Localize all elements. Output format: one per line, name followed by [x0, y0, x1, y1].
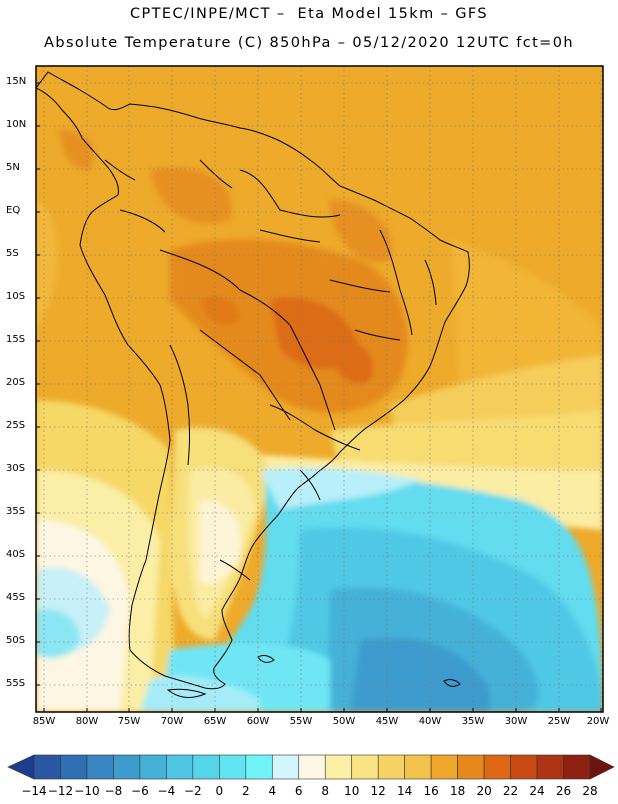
colorbar-label: 0 [215, 784, 224, 798]
colorbar-label: −6 [131, 784, 149, 798]
lon-label-20w: 20W [586, 716, 610, 727]
lon-label-25w: 25W [547, 716, 571, 727]
colorbar-arrow-high [589, 754, 615, 780]
colorbar-label: 24 [529, 784, 545, 798]
lon-label-65w: 65W [203, 716, 227, 727]
lon-label-45w: 45W [375, 716, 399, 727]
lat-label-15n: 15N [6, 76, 27, 87]
lon-label-75w: 75W [117, 716, 141, 727]
map-title-line2: Absolute Temperature (C) 850hPa – 05/12/… [44, 35, 574, 51]
colorbar-label: 18 [449, 784, 466, 798]
colorbar-label: 4 [268, 784, 277, 798]
lat-label-45s: 45S [6, 592, 26, 603]
colorbar-arrow-low [7, 754, 35, 780]
colorbar-swatch [563, 754, 591, 780]
colorbar-label: 2 [241, 784, 250, 798]
colorbar-label: 20 [476, 784, 492, 798]
lat-label-10n: 10N [6, 119, 27, 130]
colorbar-swatch [245, 754, 273, 780]
lon-label-85w: 85W [32, 716, 56, 727]
colorbar-swatch [219, 754, 247, 780]
lat-label-15s: 15S [6, 334, 26, 345]
colorbar-swatch [60, 754, 88, 780]
colorbar-label: 12 [370, 784, 386, 798]
colorbar-swatch [457, 754, 485, 780]
map-frame [35, 65, 604, 713]
lon-label-40w: 40W [418, 716, 442, 727]
colorbar-swatch [377, 754, 405, 780]
lat-label-30s: 30S [6, 463, 26, 474]
lat-label-25s: 25S [6, 420, 26, 431]
colorbar-label: 8 [321, 784, 330, 798]
lon-label-70w: 70W [160, 716, 184, 727]
lat-label-50s: 50S [6, 635, 26, 646]
lat-label-40s: 40S [6, 549, 26, 560]
colorbar-swatch [86, 754, 114, 780]
colorbar-label: −14 [21, 784, 47, 798]
colorbar-label: 22 [502, 784, 519, 798]
colorbar-swatch [536, 754, 564, 780]
colorbar-label: 28 [582, 784, 598, 798]
lat-label-10s: 10S [6, 291, 26, 302]
lat-label-5n: 5N [6, 162, 20, 173]
colorbar-swatch [404, 754, 432, 780]
colorbar-label: −10 [74, 784, 100, 798]
colorbar-label: 10 [344, 784, 360, 798]
lon-label-60w: 60W [246, 716, 270, 727]
colorbar-swatch [166, 754, 194, 780]
lat-label-eq: EQ [6, 205, 21, 216]
lon-label-35w: 35W [461, 716, 485, 727]
lon-label-30w: 30W [504, 716, 528, 727]
colorbar-label: −12 [47, 784, 74, 798]
colorbar-label: −2 [183, 784, 202, 798]
colorbar-label: 16 [423, 784, 439, 798]
lat-label-35s: 35S [6, 506, 26, 517]
colorbar-swatch [483, 754, 511, 780]
lat-label-5s: 5S [6, 248, 19, 259]
lon-label-80w: 80W [75, 716, 99, 727]
colorbar-label: 14 [397, 784, 413, 798]
colorbar-swatch [113, 754, 141, 780]
map-title-line1: CPTEC/INPE/MCT – Eta Model 15km – GFS [129, 6, 489, 22]
colorbar-label: −8 [104, 784, 123, 798]
colorbar-swatch [324, 754, 353, 780]
temperature-field [36, 66, 603, 712]
lon-label-50w: 50W [332, 716, 356, 727]
colorbar [7, 754, 615, 780]
colorbar-swatch [510, 754, 538, 780]
lon-label-55w: 55W [289, 716, 313, 727]
colorbar-swatch [271, 754, 300, 780]
colorbar-swatch [351, 754, 379, 780]
colorbar-label: −4 [157, 784, 176, 798]
lat-label-55s: 55S [6, 678, 26, 689]
colorbar-label: 6 [294, 784, 303, 798]
colorbar-swatch [192, 754, 220, 780]
lat-label-20s: 20S [6, 377, 26, 388]
colorbar-swatch [430, 754, 458, 780]
lat-lon-grid [36, 66, 603, 712]
colorbar-swatch [33, 754, 61, 780]
axis-ticks [36, 82, 602, 712]
coastlines [36, 71, 470, 698]
colorbar-label: 26 [555, 784, 572, 798]
colorbar-swatch [298, 754, 326, 780]
colorbar-swatch [139, 754, 167, 780]
